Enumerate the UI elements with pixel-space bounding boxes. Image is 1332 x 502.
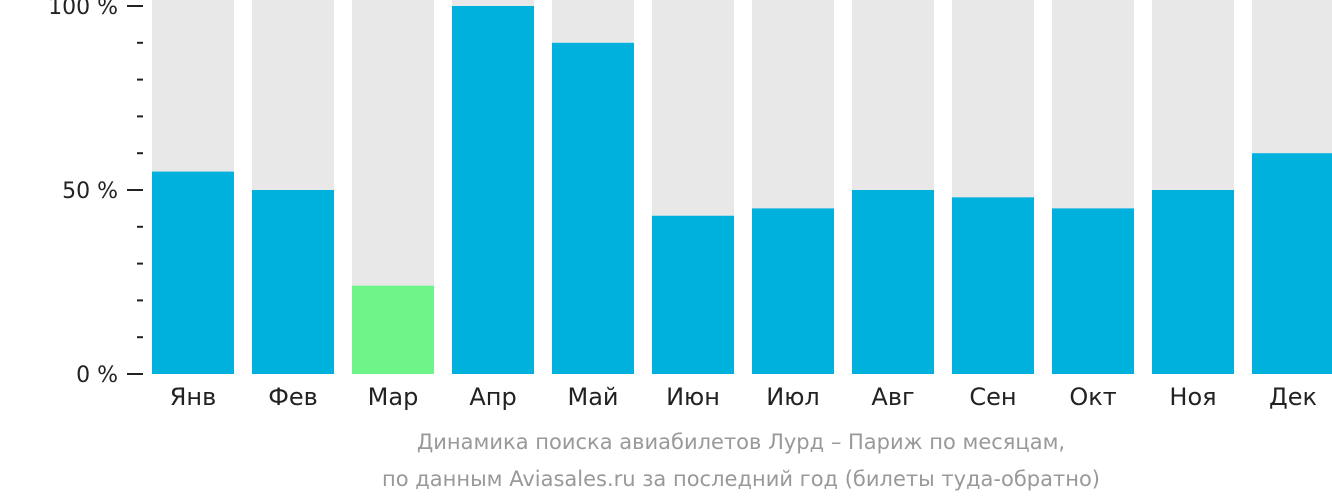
y-axis: 0 % 50 % 100 %: [48, 0, 143, 388]
bar-chart: 0 % 50 % 100 % Янв Фев Мар Апр Май Июн Июл Авг Сен…: [48, 0, 1332, 411]
x-tick-label-4: Апр: [469, 383, 516, 411]
bar-8[interactable]: [852, 190, 934, 374]
bar-5[interactable]: [552, 42, 634, 375]
x-tick-label-7: Июл: [766, 383, 820, 411]
bar-10[interactable]: [1052, 208, 1134, 374]
chart-caption-line-1: Динамика поиска авиабилетов Лурд – Париж…: [416, 430, 1066, 454]
x-axis-labels: Янв Фев Мар Апр Май Июн Июл Авг Сен Окт Ноя Дек: [170, 383, 1317, 411]
x-tick-label-10: Окт: [1069, 383, 1116, 411]
bar-3[interactable]: [352, 285, 434, 374]
bar-4[interactable]: [452, 6, 534, 374]
bar-12[interactable]: [1252, 153, 1332, 374]
chart-caption-line-2: по данным Aviasales.ru за последний год …: [382, 467, 1100, 491]
x-tick-label-12: Дек: [1269, 383, 1317, 411]
y-tick-label-2: 50 %: [62, 179, 118, 204]
x-tick-label-9: Сен: [969, 383, 1016, 411]
x-tick-label-5: Май: [567, 383, 618, 411]
y-tick-label-3: 100 %: [48, 0, 118, 20]
bar-1[interactable]: [152, 171, 234, 374]
x-tick-label-6: Июн: [666, 383, 720, 411]
data-bars: [152, 6, 1332, 375]
x-tick-label-2: Фев: [268, 383, 318, 411]
bar-9[interactable]: [952, 197, 1034, 374]
x-tick-label-11: Ноя: [1169, 383, 1216, 411]
bar-6[interactable]: [652, 215, 734, 374]
x-tick-label-8: Авг: [871, 383, 914, 411]
x-tick-label-3: Мар: [368, 383, 419, 411]
bar-11[interactable]: [1152, 190, 1234, 374]
y-tick-label-1: 0 %: [76, 363, 118, 388]
bar-2[interactable]: [252, 190, 334, 374]
x-tick-label-1: Янв: [170, 383, 217, 411]
bar-7[interactable]: [752, 208, 834, 374]
